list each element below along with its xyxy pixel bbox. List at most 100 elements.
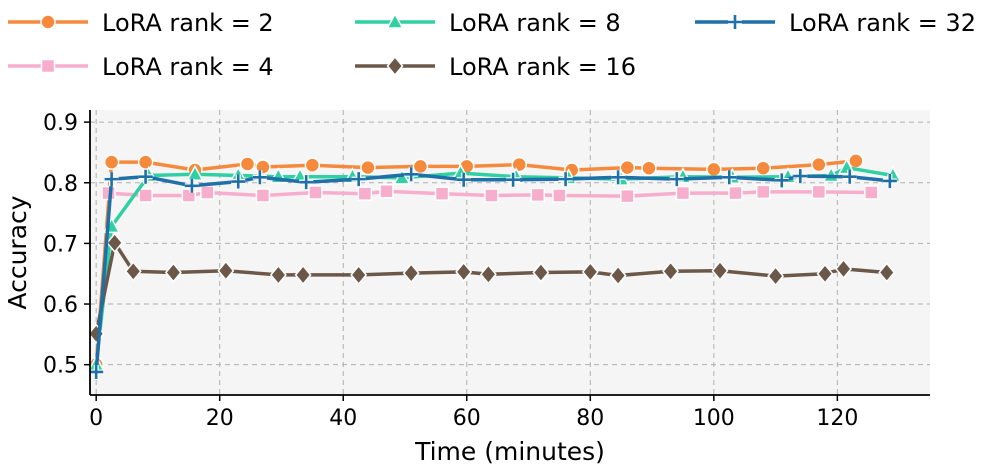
data-point	[774, 173, 789, 188]
data-point	[164, 262, 182, 283]
data-point	[308, 185, 323, 200]
y-tick-label: 0.8	[43, 172, 78, 197]
series-layer	[87, 153, 902, 379]
plus-stroke	[231, 174, 246, 189]
x-tick-label: 100	[693, 406, 735, 431]
data-point	[137, 154, 154, 170]
data-point	[722, 170, 737, 185]
plus-stroke	[104, 172, 119, 187]
legend-item: LoRA rank = 8	[355, 9, 621, 37]
data-point	[200, 185, 215, 200]
data-point	[231, 174, 246, 189]
data-point	[104, 172, 119, 187]
data-point	[848, 153, 864, 169]
data-point	[711, 260, 729, 281]
data-point	[558, 172, 573, 187]
data-point	[412, 158, 429, 175]
x-tick-label: 60	[453, 406, 481, 431]
data-point	[186, 164, 204, 182]
legend-swatch-marker	[40, 58, 56, 74]
data-point	[239, 156, 256, 172]
data-point	[609, 265, 627, 286]
data-point	[351, 172, 366, 187]
data-point	[620, 188, 635, 204]
data-point	[706, 161, 722, 178]
data-point	[103, 154, 120, 170]
data-point	[294, 264, 312, 286]
data-point	[842, 169, 857, 184]
data-point	[124, 261, 142, 282]
legend: LoRA rank = 2 LoRA rank = 4 LoRA rank = 8 L…	[8, 9, 976, 81]
data-point	[669, 172, 684, 187]
series-5	[89, 167, 897, 379]
data-point	[641, 160, 657, 176]
data-point	[755, 184, 771, 200]
data-point	[138, 188, 153, 203]
data-point	[530, 187, 546, 203]
legend-item: LoRA rank = 16	[355, 53, 636, 81]
legend-label: LoRA rank = 32	[789, 9, 976, 37]
data-point	[455, 261, 473, 283]
data-point	[835, 258, 853, 280]
data-point	[675, 185, 691, 201]
data-point	[456, 172, 471, 187]
y-axis-label: Accuracy	[3, 195, 32, 309]
data-point	[269, 264, 287, 286]
plus-stroke	[774, 173, 789, 188]
legend-item: LoRA rank = 2	[8, 9, 274, 37]
legend-swatch-marker	[386, 12, 404, 29]
legend-item: LoRA rank = 32	[695, 9, 976, 37]
data-point	[511, 156, 528, 173]
data-point	[106, 232, 124, 253]
plus-stroke	[138, 169, 153, 184]
legend-label: LoRA rank = 16	[449, 53, 636, 81]
data-point	[816, 263, 834, 284]
data-point	[404, 167, 419, 182]
legend-item: LoRA rank = 4	[8, 53, 274, 81]
x-tick-label: 120	[816, 406, 858, 431]
data-point	[552, 188, 567, 203]
series-line	[94, 159, 857, 365]
series-4	[87, 232, 896, 344]
plus-stroke	[558, 172, 573, 187]
plus-stroke	[506, 172, 521, 187]
data-point	[479, 264, 497, 285]
data-point	[484, 188, 499, 203]
data-point	[357, 186, 373, 201]
data-point	[767, 265, 785, 287]
data-point	[434, 186, 450, 201]
data-point	[252, 170, 267, 185]
y-tick-label: 0.6	[43, 293, 78, 318]
series-2	[101, 184, 879, 204]
data-point	[360, 159, 376, 176]
data-point	[755, 160, 771, 176]
data-point	[882, 173, 897, 188]
data-point	[611, 170, 626, 185]
legend-swatch-marker	[386, 55, 404, 77]
data-point	[184, 178, 199, 193]
data-point	[864, 185, 879, 200]
axes: 0 20 40 60 80 100 120 0.5 0.6 0.7 0.8 0.9	[43, 110, 930, 431]
data-point	[581, 261, 599, 283]
x-tick-label: 40	[329, 406, 357, 431]
plus-stroke	[728, 15, 742, 29]
data-point	[138, 169, 153, 184]
plus-stroke	[252, 170, 267, 185]
legend-label: LoRA rank = 8	[449, 9, 621, 37]
plus-stroke	[793, 169, 808, 184]
data-point	[402, 262, 420, 284]
plus-stroke	[299, 175, 314, 190]
data-point	[811, 184, 827, 200]
plus-stroke	[351, 172, 366, 187]
data-point	[619, 159, 636, 176]
y-tick-label: 0.7	[43, 232, 78, 257]
data-point	[811, 156, 827, 173]
data-point	[350, 264, 368, 286]
data-point	[728, 185, 743, 201]
data-point	[304, 157, 321, 173]
plot-area	[90, 110, 930, 395]
y-tick-label: 0.5	[43, 354, 78, 379]
series-line	[94, 241, 887, 335]
data-point	[532, 262, 550, 283]
x-axis-label: Time (minutes)	[414, 437, 605, 466]
